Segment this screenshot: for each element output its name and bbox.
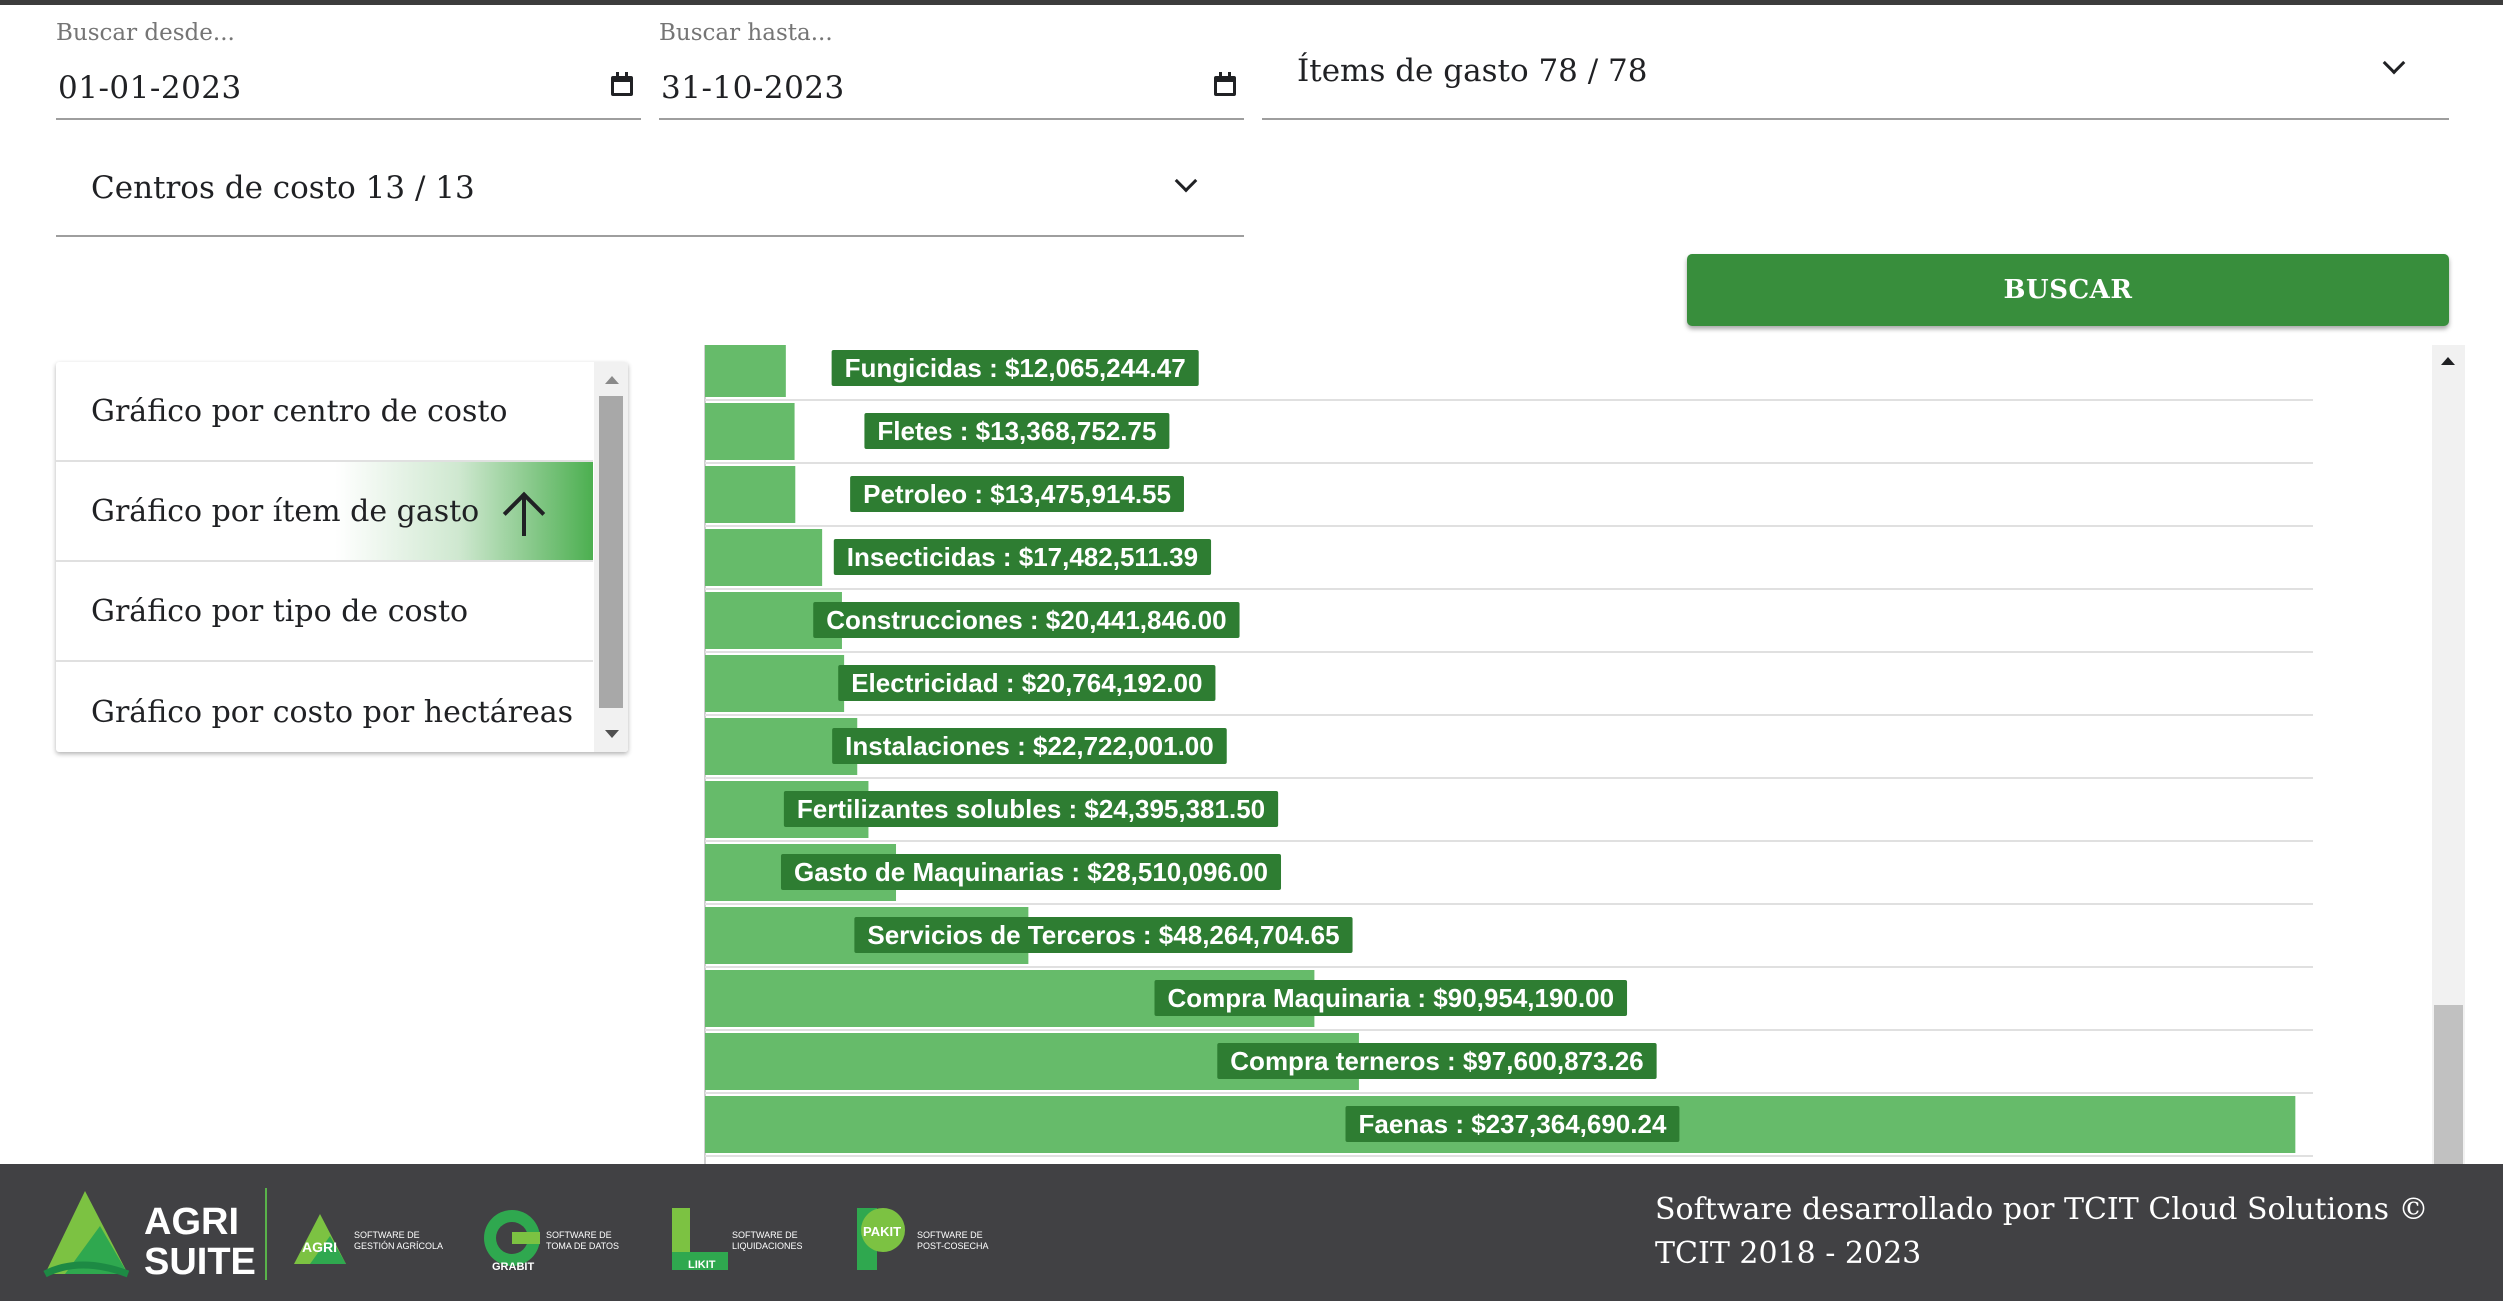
logo-grabit-caption-1: SOFTWARE DE bbox=[546, 1230, 612, 1240]
bar-label-bg bbox=[783, 791, 1279, 827]
likit-logo: LIKIT SOFTWARE DE LIQUIDACIONES bbox=[668, 1186, 838, 1286]
bar-label-bg bbox=[854, 917, 1353, 953]
logo-pakit-caption-1: SOFTWARE DE bbox=[917, 1230, 983, 1240]
menu-scrollbar[interactable] bbox=[594, 362, 628, 752]
calendar-icon[interactable] bbox=[1212, 72, 1238, 98]
logo-agri-caption-2: GESTIÓN AGRÍCOLA bbox=[354, 1241, 443, 1251]
logo-text-agri: AGRI bbox=[144, 1201, 239, 1243]
menu-item-cost-center[interactable]: Gráfico por centro de costo bbox=[56, 362, 593, 462]
chart-type-menu: Gráfico por centro de costo Gráfico por … bbox=[56, 362, 628, 752]
logo-likit-name: LIKIT bbox=[688, 1259, 716, 1271]
bar-label: Instalaciones : $22,722,001.00 bbox=[845, 731, 1214, 761]
logo-pakit-caption-2: POST-COSECHA bbox=[917, 1241, 989, 1251]
bar-label: Electricidad : $20,764,192.00 bbox=[851, 668, 1202, 698]
grabit-logo: GRABIT SOFTWARE DE TOMA DE DATOS bbox=[480, 1186, 650, 1286]
calendar-icon[interactable] bbox=[609, 72, 635, 98]
menu-item-expense-item[interactable]: Gráfico por ítem de gasto bbox=[56, 462, 593, 562]
chart-scrollbar[interactable] bbox=[2432, 345, 2465, 1165]
date-to-value[interactable]: 31-10-2023 bbox=[661, 70, 845, 106]
logo-agri-caption-1: SOFTWARE DE bbox=[354, 1230, 420, 1240]
bar-label: Gasto de Maquinarias : $28,510,096.00 bbox=[794, 857, 1268, 887]
date-from-value[interactable]: 01-01-2023 bbox=[58, 70, 242, 106]
bar-label: Fungicidas : $12,065,244.47 bbox=[845, 353, 1186, 383]
bar-label: Construcciones : $20,441,846.00 bbox=[826, 605, 1226, 635]
bar[interactable] bbox=[705, 655, 845, 712]
search-button[interactable]: BUSCAR bbox=[1687, 254, 2449, 326]
footer-copyright: Software desarrollado por TCIT Cloud Sol… bbox=[1655, 1192, 2429, 1271]
scroll-up-arrow-icon[interactable] bbox=[605, 376, 619, 384]
bar-label: Insecticidas : $17,482,511.39 bbox=[847, 542, 1198, 572]
expense-items-select[interactable]: Ítems de gasto 78 / 78 bbox=[1262, 0, 2449, 120]
bar-label-bg bbox=[1345, 1106, 1680, 1142]
logo-likit-caption-1: SOFTWARE DE bbox=[732, 1230, 798, 1240]
bar[interactable] bbox=[705, 466, 796, 523]
bar-chart-svg: Fungicidas : $12,065,244.47 Fletes : $13,… bbox=[704, 345, 2313, 1165]
menu-item-label: Gráfico por centro de costo bbox=[91, 393, 508, 429]
logo-likit-caption-2: LIQUIDACIONES bbox=[732, 1241, 803, 1251]
bar[interactable] bbox=[705, 529, 823, 586]
footer: AGRI SUITE AGRI SOFTWARE DE GESTIÓN AGRÍ… bbox=[0, 1164, 2503, 1301]
menu-item-label: Gráfico por ítem de gasto bbox=[91, 493, 480, 529]
chevron-down-icon[interactable] bbox=[1174, 169, 1198, 193]
date-to-label: Buscar hasta... bbox=[659, 20, 833, 46]
bar-label-bg bbox=[864, 413, 1170, 449]
bar-label-bg bbox=[813, 602, 1240, 638]
bar-label-bg bbox=[833, 539, 1212, 575]
bar[interactable] bbox=[705, 345, 786, 397]
bar-label-bg bbox=[831, 350, 1199, 386]
bar-label: Servicios de Terceros : $48,264,704.65 bbox=[867, 920, 1339, 950]
logo-grabit-name: GRABIT bbox=[492, 1261, 534, 1273]
menu-item-label: Gráfico por tipo de costo bbox=[91, 593, 469, 629]
logo-pakit-name: PAKIT bbox=[863, 1224, 901, 1239]
chevron-down-icon[interactable] bbox=[2382, 51, 2406, 75]
menu-item-label: Gráfico por costo por hectáreas bbox=[91, 694, 573, 730]
logo-text-suite: SUITE bbox=[144, 1241, 256, 1283]
logo-separator bbox=[265, 1188, 267, 1280]
bar-label: Faenas : $237,364,690.24 bbox=[1359, 1109, 1667, 1139]
bar-label-bg bbox=[838, 665, 1216, 701]
bar-label-bg bbox=[1217, 1043, 1657, 1079]
bar-label: Fertilizantes solubles : $24,395,381.50 bbox=[797, 794, 1265, 824]
agri-logo: AGRI SOFTWARE DE GESTIÓN AGRÍCOLA bbox=[290, 1186, 460, 1286]
menu-item-cost-type[interactable]: Gráfico por tipo de costo bbox=[56, 562, 593, 662]
chart-scrollbar-thumb[interactable] bbox=[2434, 1005, 2463, 1165]
agri-suite-logo: AGRI SUITE bbox=[40, 1186, 260, 1286]
date-from-field[interactable]: Buscar desde... 01-01-2023 bbox=[56, 0, 641, 120]
arrow-up-icon[interactable] bbox=[501, 490, 547, 536]
logo-grabit-caption-2: TOMA DE DATOS bbox=[546, 1241, 619, 1251]
bar-label: Compra Maquinaria : $90,954,190.00 bbox=[1167, 983, 1614, 1013]
bar[interactable] bbox=[705, 403, 795, 460]
menu-scrollbar-thumb[interactable] bbox=[599, 396, 623, 708]
logo-agri-name: AGRI bbox=[302, 1239, 337, 1255]
bar-label-bg bbox=[850, 476, 1184, 512]
expense-item-chart: Fungicidas : $12,065,244.47 Fletes : $13,… bbox=[650, 345, 2465, 1165]
bar-label-bg bbox=[832, 728, 1227, 764]
bar-label-bg bbox=[1154, 980, 1628, 1016]
bar-label: Compra terneros : $97,600,873.26 bbox=[1230, 1046, 1643, 1076]
bar-label-bg bbox=[780, 854, 1282, 890]
cost-centers-value: Centros de costo 13 / 13 bbox=[91, 170, 475, 206]
top-border bbox=[0, 0, 2503, 5]
scroll-down-arrow-icon[interactable] bbox=[605, 730, 619, 738]
date-from-label: Buscar desde... bbox=[56, 20, 235, 46]
cost-centers-select[interactable]: Centros de costo 13 / 13 bbox=[56, 120, 1244, 237]
menu-item-cost-per-hectare[interactable]: Gráfico por costo por hectáreas bbox=[56, 662, 593, 752]
expense-items-value: Ítems de gasto 78 / 78 bbox=[1297, 53, 1648, 89]
bar-label: Fletes : $13,368,752.75 bbox=[877, 416, 1156, 446]
scroll-up-arrow-icon[interactable] bbox=[2441, 357, 2455, 365]
agri-suite-logo-mark: AGRI SUITE bbox=[43, 1191, 256, 1283]
bar-label: Petroleo : $13,475,914.55 bbox=[863, 479, 1171, 509]
bar[interactable] bbox=[705, 718, 858, 775]
pakit-logo: PAKIT SOFTWARE DE POST-COSECHA bbox=[853, 1186, 1023, 1286]
date-to-field[interactable]: Buscar hasta... 31-10-2023 bbox=[659, 0, 1244, 120]
